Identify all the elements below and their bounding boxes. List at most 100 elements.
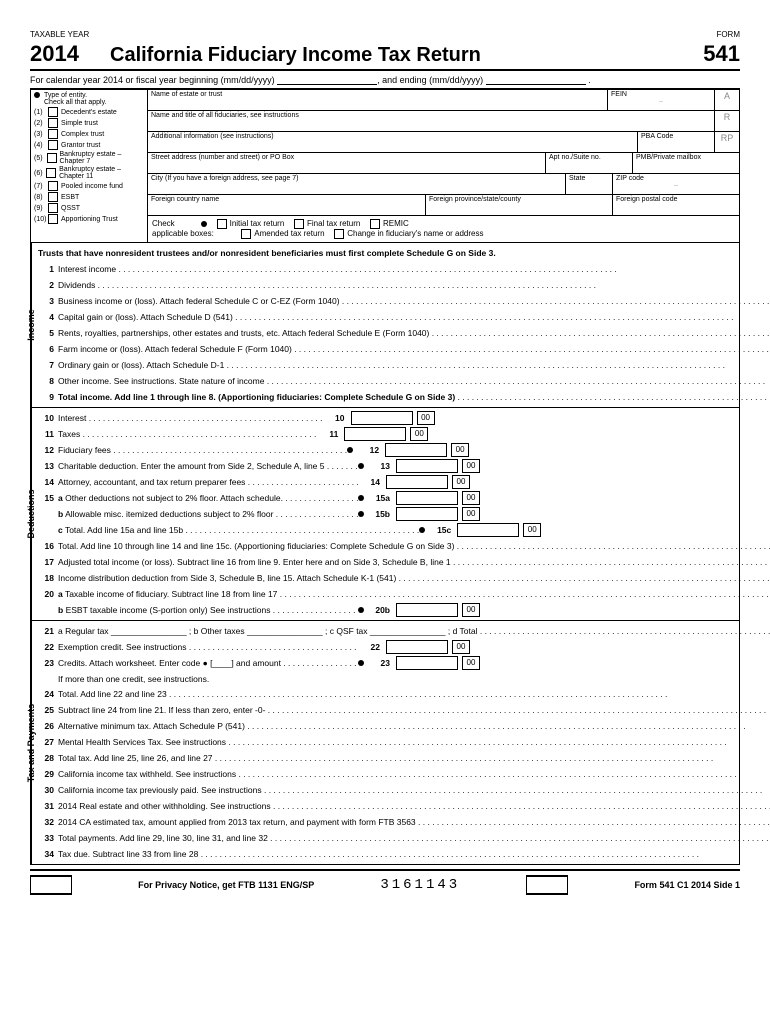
- top-labels: TAXABLE YEAR FORM: [30, 30, 740, 39]
- privacy-notice: For Privacy Notice, get FTB 1131 ENG/SP: [138, 880, 314, 890]
- additional-info-field[interactable]: Additional information (see instructions…: [148, 132, 638, 152]
- line-11: 11Taxes . . . . . . . . . . . . . . . . …: [32, 426, 770, 442]
- line-21: 21a Regular tax ________________ ; b Oth…: [32, 623, 770, 639]
- page-side-label: Form 541 C1 2014 Side 1: [634, 880, 740, 890]
- pba-field[interactable]: PBA Code: [638, 132, 715, 152]
- tax-year: 2014: [30, 41, 110, 67]
- line-17: 17Adjusted total income (or loss). Subtr…: [32, 554, 770, 570]
- line-32: 322014 CA estimated tax, amount applied …: [32, 814, 770, 830]
- line-29: 29California income tax withheld. See in…: [32, 766, 770, 782]
- entity-checkbox-10[interactable]: [48, 214, 58, 224]
- line-14: 14Attorney, accountant, and tax return p…: [32, 474, 770, 490]
- tax-section: Tax and Payments 21a Regular tax _______…: [30, 621, 740, 865]
- line-23: 23Credits. Attach worksheet. Enter code …: [32, 655, 770, 671]
- line-4: 4Capital gain or (loss). Attach Schedule…: [32, 309, 770, 325]
- line-30: 30California income tax previously paid.…: [32, 782, 770, 798]
- line-26: 26Alternative minimum tax. Attach Schedu…: [32, 718, 770, 734]
- entity-checkbox-1[interactable]: [48, 107, 58, 117]
- amount-20b[interactable]: [396, 603, 458, 617]
- line-24: 24Total. Add line 22 and line 23 . . . .…: [32, 686, 770, 702]
- amount-10[interactable]: [351, 411, 413, 425]
- taxable-year-label: TAXABLE YEAR: [30, 30, 89, 39]
- line-6: 6Farm income or (loss). Attach federal S…: [32, 341, 770, 357]
- line-12: 12Fiduciary fees . . . . . . . . . . . .…: [32, 442, 770, 458]
- form-page: TAXABLE YEAR FORM 2014 California Fiduci…: [30, 30, 740, 895]
- line-15c: c Total. Add line 15a and line 15b . . .…: [32, 522, 770, 538]
- entity-checkbox-3[interactable]: [48, 129, 58, 139]
- entity-checkbox-2[interactable]: [48, 118, 58, 128]
- check-boxes-row: Check Initial tax return Final tax retur…: [148, 216, 739, 242]
- income-section: Income Trusts that have nonresident trus…: [30, 243, 740, 408]
- amended-checkbox[interactable]: [241, 229, 251, 239]
- foreign-postal-field[interactable]: Foreign postal code: [613, 195, 739, 215]
- line-13: 13Charitable deduction. Enter the amount…: [32, 458, 770, 474]
- line-1: 1Interest income . . . . . . . . . . . .…: [32, 261, 770, 277]
- income-label: Income: [31, 243, 32, 407]
- bullet-icon: [201, 221, 207, 227]
- amount-23[interactable]: [396, 656, 458, 670]
- fein-field[interactable]: FEIN–: [608, 90, 715, 110]
- form-label: FORM: [716, 30, 740, 39]
- deductions-section: Deductions 10Interest . . . . . . . . . …: [30, 408, 740, 621]
- line-28: 28Total tax. Add line 25, line 26, and l…: [32, 750, 770, 766]
- fiduciary-name-field[interactable]: Name and title of all fiduciaries, see i…: [148, 111, 715, 131]
- title-row: 2014 California Fiduciary Income Tax Ret…: [30, 41, 740, 71]
- line-16: 16Total. Add line 10 through line 14 and…: [32, 538, 770, 554]
- line-2: 2Dividends . . . . . . . . . . . . . . .…: [32, 277, 770, 293]
- scan-box-icon: [30, 875, 72, 895]
- change-fiduciary-checkbox[interactable]: [334, 229, 344, 239]
- line-20b: b ESBT taxable income (S-portion only) S…: [32, 602, 770, 618]
- line-: If more than one credit, see instruction…: [32, 671, 770, 686]
- pmb-field[interactable]: PMB/Private mailbox: [633, 153, 739, 173]
- amount-15a[interactable]: [396, 491, 458, 505]
- amount-22[interactable]: [386, 640, 448, 654]
- initial-return-checkbox[interactable]: [217, 219, 227, 229]
- remic-checkbox[interactable]: [370, 219, 380, 229]
- line-33: 33Total payments. Add line 29, line 30, …: [32, 830, 770, 846]
- fy-end-input[interactable]: [486, 74, 586, 85]
- barcode-number: 3161143: [380, 877, 460, 893]
- entity-checkbox-9[interactable]: [48, 203, 58, 213]
- line-8: 8Other income. See instructions. State n…: [32, 373, 770, 389]
- entity-checkbox-8[interactable]: [48, 192, 58, 202]
- line-31: 312014 Real estate and other withholding…: [32, 798, 770, 814]
- state-field[interactable]: State: [566, 174, 613, 194]
- foreign-country-field[interactable]: Foreign country name: [148, 195, 426, 215]
- entity-checkbox-6[interactable]: [46, 168, 56, 178]
- amount-15b[interactable]: [396, 507, 458, 521]
- fy-begin-input[interactable]: [277, 74, 377, 85]
- street-field[interactable]: Street address (number and street) or PO…: [148, 153, 546, 173]
- amount-13[interactable]: [396, 459, 458, 473]
- estate-name-field[interactable]: Name of estate or trust: [148, 90, 608, 110]
- line-20a: 20a Taxable income of fiduciary. Subtrac…: [32, 586, 770, 602]
- entity-checkbox-4[interactable]: [48, 140, 58, 150]
- line-3: 3Business income or (loss). Attach feder…: [32, 293, 770, 309]
- apt-field[interactable]: Apt no./Suite no.: [546, 153, 633, 173]
- line-18: 18Income distribution deduction from Sid…: [32, 570, 770, 586]
- amount-11[interactable]: [344, 427, 406, 441]
- final-return-checkbox[interactable]: [294, 219, 304, 229]
- line-22: 22Exemption credit. See instructions . .…: [32, 639, 770, 655]
- scan-box-icon: [526, 875, 568, 895]
- city-field[interactable]: City (If you have a foreign address, see…: [148, 174, 566, 194]
- schedule-g-notice: Trusts that have nonresident trustees an…: [32, 245, 770, 261]
- amount-12[interactable]: [385, 443, 447, 457]
- line-27: 27Mental Health Services Tax. See instru…: [32, 734, 770, 750]
- page-footer: For Privacy Notice, get FTB 1131 ENG/SP …: [30, 869, 740, 895]
- line-10: 10Interest . . . . . . . . . . . . . . .…: [32, 410, 770, 426]
- deductions-label: Deductions: [31, 408, 32, 620]
- line-7: 7Ordinary gain or (loss). Attach Schedul…: [32, 357, 770, 373]
- entity-checkbox-5[interactable]: [47, 153, 57, 163]
- foreign-prov-field[interactable]: Foreign province/state/county: [426, 195, 613, 215]
- entity-checkbox-7[interactable]: [48, 181, 58, 191]
- line-34: 34Tax due. Subtract line 33 from line 28…: [32, 846, 770, 862]
- amount-14[interactable]: [386, 475, 448, 489]
- bullet-icon: [34, 92, 40, 98]
- amount-15c[interactable]: [457, 523, 519, 537]
- line-15b: b Allowable misc. itemized deductions su…: [32, 506, 770, 522]
- zip-field[interactable]: ZIP code–: [613, 174, 739, 194]
- calendar-year-row: For calendar year 2014 or fiscal year be…: [30, 71, 740, 89]
- line-15a: 15a Other deductions not subject to 2% f…: [32, 490, 770, 506]
- tax-label: Tax and Payments: [31, 621, 32, 864]
- line-9: 9Total income. Add line 1 through line 8…: [32, 389, 770, 405]
